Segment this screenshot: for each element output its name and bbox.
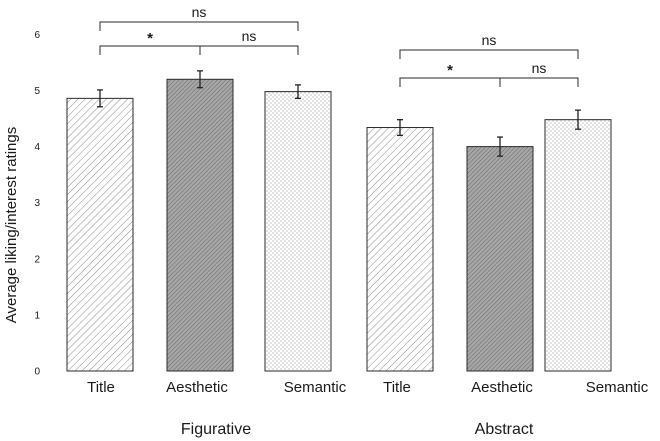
significance-label: * bbox=[147, 30, 153, 47]
bar bbox=[466, 146, 534, 372]
category-label: Semantic bbox=[586, 379, 649, 396]
significance-bracket: ns bbox=[99, 4, 299, 31]
error-bar bbox=[497, 136, 503, 157]
y-tick-label: 3 bbox=[34, 198, 40, 209]
significance-bracket: * bbox=[99, 30, 201, 55]
significance-label: ns bbox=[532, 60, 547, 76]
category-label: Title bbox=[383, 379, 411, 396]
category-label: Semantic bbox=[284, 379, 347, 396]
significance-label: * bbox=[447, 62, 453, 79]
category-label: Aesthetic bbox=[471, 379, 533, 396]
bars bbox=[66, 78, 612, 372]
y-tick-label: 4 bbox=[34, 142, 40, 153]
group-label: Figurative bbox=[181, 421, 251, 438]
y-axis-label: Average liking/interest ratings bbox=[3, 127, 20, 324]
bar bbox=[166, 78, 234, 372]
y-tick-label: 5 bbox=[34, 86, 40, 97]
significance-bracket: ns bbox=[399, 32, 579, 59]
group-label: Abstract bbox=[475, 421, 534, 438]
error-bar bbox=[295, 84, 301, 100]
category-label: Title bbox=[87, 379, 115, 396]
y-tick-label: 6 bbox=[34, 30, 40, 41]
group-labels: Figurative Abstract bbox=[181, 421, 534, 438]
bar bbox=[544, 119, 612, 372]
significance-brackets: * ns ns * ns ns bbox=[99, 4, 579, 87]
error-bar bbox=[397, 119, 403, 137]
error-bar bbox=[575, 109, 581, 130]
significance-bracket: * bbox=[399, 62, 501, 87]
bar bbox=[264, 91, 332, 372]
significance-bracket: ns bbox=[199, 28, 299, 55]
significance-bracket: ns bbox=[499, 60, 579, 87]
bar bbox=[366, 127, 434, 372]
y-tick-label: 2 bbox=[34, 254, 40, 265]
error-bars bbox=[97, 70, 581, 157]
y-tick-label: 0 bbox=[34, 367, 40, 378]
bar bbox=[66, 97, 134, 372]
significance-label: ns bbox=[482, 32, 497, 48]
significance-label: ns bbox=[192, 4, 207, 20]
error-bar bbox=[197, 70, 203, 89]
y-axis: 0 1 2 3 4 5 6 bbox=[34, 30, 40, 378]
y-tick-label: 1 bbox=[34, 310, 40, 321]
significance-label: ns bbox=[242, 28, 257, 44]
error-bar bbox=[97, 89, 103, 108]
category-labels: Title Aesthetic Semantic Title Aesthetic Sema… bbox=[87, 379, 649, 396]
category-label: Aesthetic bbox=[166, 379, 228, 396]
